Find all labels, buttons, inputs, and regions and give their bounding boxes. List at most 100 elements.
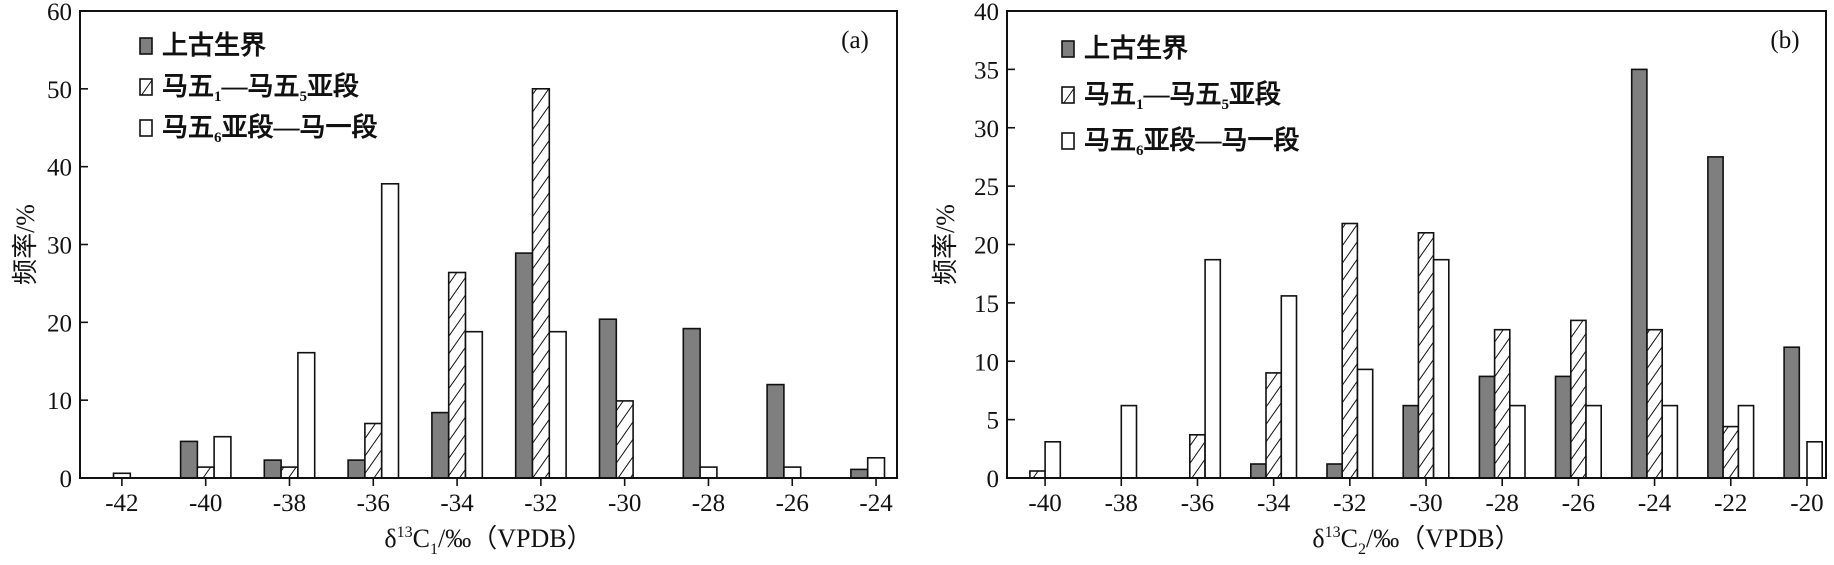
x-label-delta: δ: [384, 524, 396, 553]
chart-panel-a: 0 10 20 30 40 50 60 -42 -40 -38 -36 -34 -32 -30 -28 -26…: [11, 0, 898, 558]
legend-swatch-open: [139, 119, 153, 137]
x-label-main: C: [1341, 524, 1358, 553]
bar-filled-6: [682, 327, 701, 479]
bar-hatched-2: [364, 422, 383, 479]
bar-hatched-4: [1417, 232, 1435, 479]
legend-text-part: 马五: [1084, 126, 1136, 155]
bar-filled-6: [1707, 156, 1724, 479]
y-tick-label: 35: [974, 57, 999, 84]
x-tick-label: -26: [1562, 490, 1595, 517]
legend-swatch-filled: [139, 37, 153, 55]
legend-sub: 5: [1222, 97, 1230, 113]
bar-hatched-4: [531, 88, 551, 479]
bar-hatched-0: [196, 466, 215, 479]
legend-text-part: 上古生界: [162, 31, 266, 60]
y-tick-label: 20: [47, 310, 72, 337]
x-tick-label: -42: [105, 490, 138, 517]
x-tick-label: -38: [1105, 490, 1138, 517]
x-tick-label: -28: [1486, 490, 1519, 517]
bar-filled-4: [514, 252, 534, 479]
legend-label-open: 马五6亚段—马一段: [162, 112, 378, 146]
legend-sub: 6: [1136, 143, 1144, 159]
bar-hatched-5: [1493, 328, 1511, 479]
legend-label-open: 马五6亚段—马一段: [1084, 125, 1300, 159]
x-label-sub: 1: [430, 541, 438, 558]
y-axis-label: 频率/%: [11, 204, 40, 285]
y-tick-label: 0: [987, 466, 1000, 493]
bar-filled-4: [1554, 375, 1572, 479]
bar-open-3: [380, 183, 400, 479]
y-tick-label: 30: [974, 116, 999, 143]
x-tick-label: -26: [776, 490, 809, 517]
bar-open-7: [783, 466, 802, 479]
bar-open-8: [1661, 404, 1679, 479]
legend-sub: 1: [1136, 97, 1144, 113]
bar-open-1: [213, 435, 232, 479]
legend-label-filled: 上古生界: [162, 31, 266, 60]
x-label-sub: 2: [1358, 541, 1366, 558]
legend-sub: 5: [300, 89, 308, 105]
x-tick-label: -38: [273, 490, 306, 517]
bar-filled-1: [263, 459, 282, 479]
bar-hatched-3: [1341, 222, 1359, 479]
bar-open-1: [1120, 404, 1138, 479]
bar-open-6: [699, 466, 718, 479]
x-tick-label: -22: [1714, 490, 1747, 517]
x-label-suffix: /‰（VPDB）: [438, 524, 593, 553]
panel-label: (b): [1770, 27, 1799, 54]
bar-open-2: [1204, 258, 1222, 479]
x-tick-label: -32: [524, 490, 557, 517]
bar-filled-2: [347, 459, 366, 479]
bar-open-7: [1585, 404, 1602, 479]
x-label-sup: 13: [397, 524, 413, 541]
x-tick-label: -24: [859, 490, 893, 517]
legend-swatch-hatched: [139, 78, 153, 96]
legend-text-part: 马五: [162, 113, 214, 142]
bar-open-6: [1509, 404, 1526, 479]
bar-hatched-8: [1722, 425, 1740, 479]
legend-swatch-hatched: [1061, 86, 1075, 104]
bar-filled-7: [766, 383, 785, 479]
x-tick-label: -24: [1638, 490, 1672, 517]
bar-open-9: [1737, 404, 1755, 479]
y-tick-label: 10: [47, 388, 72, 415]
bar-filled-1: [1326, 463, 1343, 479]
x-tick-label: -40: [189, 490, 222, 517]
legend-sub: 6: [214, 130, 222, 146]
legend-label-hatched: 马五1—马五5亚段: [162, 71, 359, 105]
legend-label-filled: 上古生界: [1084, 34, 1188, 63]
x-tick-label: -32: [1333, 490, 1366, 517]
y-tick-label: 20: [974, 233, 999, 260]
legend-text-part: 亚段—马一段: [222, 112, 378, 142]
bar-hatched-1: [280, 466, 299, 479]
x-tick-label: -40: [1028, 490, 1061, 517]
bar-hatched-5: [615, 400, 634, 479]
y-tick-label: 10: [974, 349, 999, 376]
legend-sub: 1: [214, 89, 222, 105]
legend-text-part: 上古生界: [1084, 34, 1188, 63]
bar-filled-5: [598, 318, 618, 479]
legend-text-part: 亚段: [307, 71, 359, 101]
x-axis-label: δ13C1/‰（VPDB）: [384, 524, 592, 558]
bar-filled-5: [1630, 68, 1648, 479]
bar-open-4: [464, 330, 484, 479]
legend-swatch-open: [1061, 132, 1075, 150]
bar-open-4: [1356, 368, 1374, 479]
bar-filled-3: [431, 411, 450, 479]
x-tick-label: -36: [357, 490, 390, 517]
x-tick-label: -34: [440, 490, 474, 517]
y-tick-label: 5: [987, 408, 1000, 435]
y-tick-label: 40: [974, 0, 999, 26]
x-axis-label: δ13C2/‰（VPDB）: [1312, 524, 1520, 558]
bar-hatched-6: [1570, 319, 1587, 479]
x-tick-label: -30: [1409, 490, 1442, 517]
bar-open-5: [1432, 258, 1450, 479]
bar-filled-3: [1478, 375, 1496, 479]
x-label-delta: δ: [1312, 524, 1324, 553]
x-label-main: C: [413, 524, 430, 553]
bar-open-10: [1806, 440, 1823, 479]
x-label-sup: 13: [1325, 524, 1341, 541]
bar-open-3: [1280, 295, 1298, 479]
